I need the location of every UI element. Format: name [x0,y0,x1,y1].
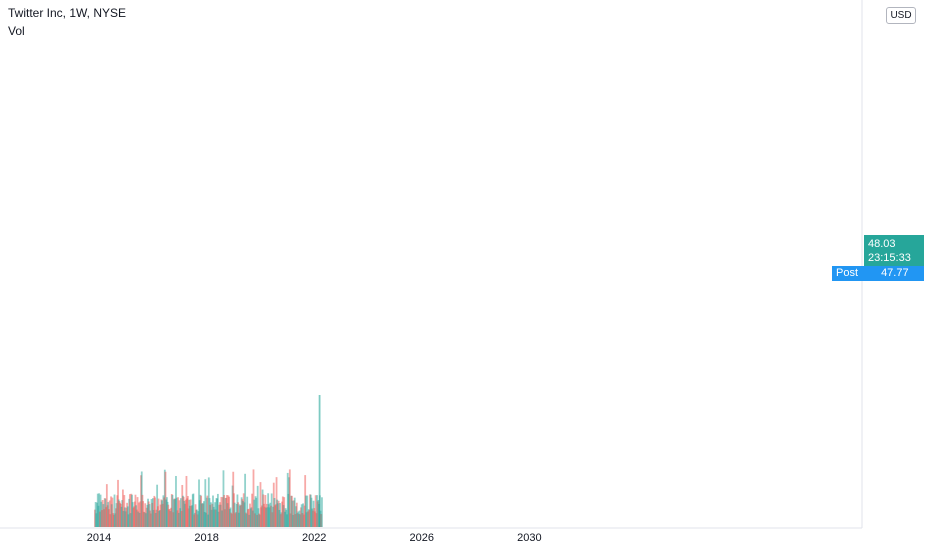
volume-bar [121,489,124,527]
volume-bar [244,473,247,527]
volume-bar [252,469,255,527]
volume-bar [270,493,273,527]
volume-bar [98,493,101,527]
x-tick-2: 2022 [302,532,326,544]
volume-bar [192,493,195,527]
volume-bar [164,471,167,527]
volume-bar [288,469,291,527]
volume-bar [259,482,262,527]
volume-bar [251,493,253,527]
volume-bar [291,500,294,527]
volume-bar [204,479,207,527]
bar-countdown: 23:15:33 [868,252,911,264]
volume-bar [306,495,309,527]
volume-bar [255,497,258,527]
volume-bar [177,497,179,527]
volume-bar [253,499,256,527]
volume-bar [154,497,156,527]
volume-bar [304,495,307,527]
time-axis[interactable]: 2014 2018 2022 2026 2030 [87,532,542,544]
post-market-tag: Post 47.77 [832,266,924,281]
volume-bar [256,485,259,527]
volume-bar [293,497,296,527]
volume-bars [94,395,323,527]
volume-indicator-label[interactable]: Vol [8,24,25,38]
volume-bar [216,493,219,527]
volume-bar [321,497,323,527]
x-tick-3: 2026 [410,532,434,544]
volume-bar [128,494,131,527]
volume-bar [156,484,159,527]
post-market-price: 47.77 [881,267,909,279]
volume-bar [314,495,317,527]
x-tick-4: 2030 [517,532,541,544]
volume-bar [113,494,116,527]
x-tick-1: 2018 [194,532,218,544]
volume-bar [111,497,114,527]
volume-bar [171,494,174,527]
x-tick-0: 2014 [87,532,111,544]
volume-spike [318,395,321,527]
last-price-value: 48.03 [868,238,896,250]
volume-bar [108,500,111,527]
post-market-label: Post [836,267,859,279]
currency-button[interactable]: USD [886,7,916,24]
last-price-tag: 48.03 23:15:33 [864,235,924,266]
volume-bar [206,495,209,527]
symbol-title[interactable]: Twitter Inc, 1W, NYSE [8,6,127,20]
